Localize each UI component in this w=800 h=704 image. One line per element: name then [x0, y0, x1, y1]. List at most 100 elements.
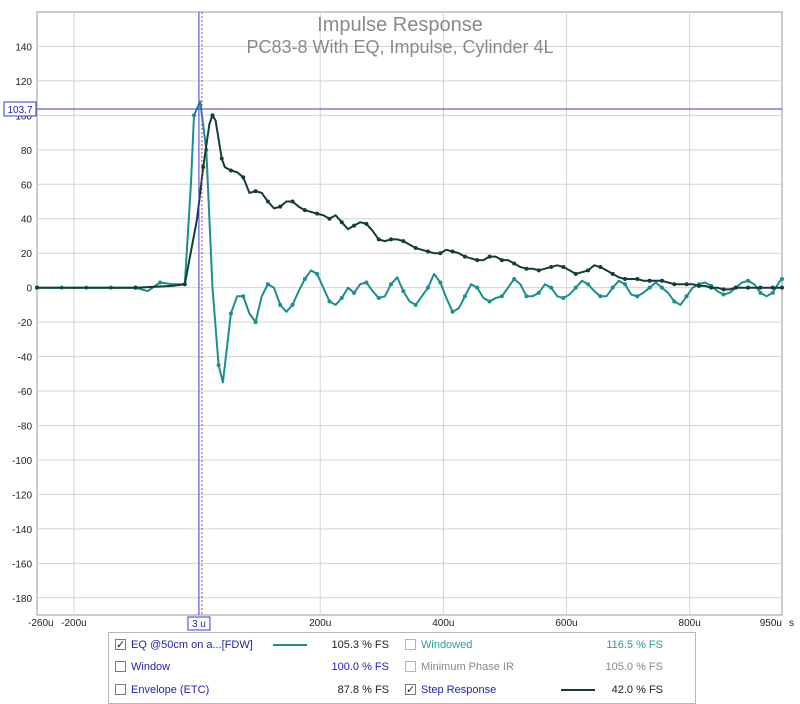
series-point	[475, 258, 480, 263]
series-point	[499, 294, 504, 299]
y-tick-label: 140	[15, 42, 32, 53]
series-point	[499, 258, 504, 263]
x-tick-label: 200u	[309, 618, 331, 629]
series-point	[389, 282, 394, 287]
series-point	[219, 156, 224, 161]
envelope-checkbox[interactable]	[115, 684, 126, 695]
legend-value-step: 42.0 % FS	[611, 684, 663, 696]
series-point	[536, 290, 541, 295]
series-point	[780, 277, 784, 282]
series-point	[450, 309, 455, 314]
series-point	[709, 285, 714, 290]
step-checkbox[interactable]	[405, 681, 416, 699]
legend-swatch-step	[561, 689, 595, 691]
series-point	[413, 302, 418, 307]
series-point	[561, 264, 566, 269]
cursor-y-label: 103.7	[7, 105, 32, 116]
series-point	[265, 282, 270, 287]
series-point	[339, 220, 344, 225]
series-point	[210, 113, 215, 118]
series-point	[696, 283, 701, 288]
series-point	[586, 268, 591, 273]
series-point	[684, 282, 689, 287]
series-point	[647, 278, 652, 283]
x-tick-label: -260u	[28, 618, 54, 629]
series-point	[487, 254, 492, 259]
legend-row-min-phase[interactable]: Minimum Phase IR 105.0 % FS	[405, 658, 663, 676]
legend-row-eq[interactable]: EQ @50cm on a...[FDW] 105.3 % FS	[115, 636, 395, 654]
chart-subtitle: PC83-8 With EQ, Impulse, Cylinder 4L	[246, 37, 553, 57]
x-tick-label: 800u	[679, 618, 701, 629]
series-point	[315, 211, 320, 216]
series-point	[302, 277, 307, 282]
series-point	[425, 285, 430, 290]
cursor-x-label: 3 u	[192, 619, 206, 630]
series-point	[364, 280, 369, 285]
series-point	[610, 271, 615, 276]
x-tick-label: 600u	[555, 618, 577, 629]
series-point	[758, 285, 763, 290]
series-point	[339, 295, 344, 300]
series-point	[450, 249, 455, 254]
window-checkbox[interactable]	[115, 661, 126, 672]
eq-checkbox[interactable]	[115, 636, 126, 654]
series-point	[315, 271, 320, 276]
legend-label-envelope: Envelope (ETC)	[131, 684, 210, 696]
series-point	[721, 292, 726, 297]
legend-row-windowed[interactable]: Windowed 116.5 % FS	[405, 636, 663, 654]
min-phase-checkbox[interactable]	[405, 661, 416, 672]
legend-value-envelope: 87.8 % FS	[337, 684, 389, 696]
series-point	[241, 175, 246, 180]
series-point	[586, 282, 591, 287]
legend-row-window[interactable]: Window 100.0 % FS	[115, 658, 395, 676]
series-point	[290, 199, 295, 204]
legend-value-eq: 105.3 % FS	[331, 639, 389, 651]
series-point	[278, 204, 283, 209]
series-point	[487, 299, 492, 304]
series-point	[758, 290, 763, 295]
legend-row-step[interactable]: Step Response 42.0 % FS	[405, 681, 663, 699]
series-point	[512, 277, 517, 282]
series-point	[635, 277, 640, 282]
series-point	[659, 285, 664, 290]
series-line-step	[37, 114, 782, 291]
series-point	[536, 268, 541, 273]
legend-row-envelope[interactable]: Envelope (ETC) 87.8 % FS	[115, 681, 395, 699]
series-point	[610, 285, 615, 290]
series-point	[278, 302, 283, 307]
series-point	[376, 295, 381, 300]
series-point	[352, 223, 357, 228]
y-tick-label: -140	[12, 525, 32, 536]
series-point	[182, 282, 187, 287]
series-point	[598, 294, 603, 299]
series-point	[133, 285, 138, 290]
legend-panel: EQ @50cm on a...[FDW] 105.3 % FS Windowe…	[108, 632, 696, 704]
legend-label-eq: EQ @50cm on a...[FDW]	[131, 639, 253, 651]
legend-label-windowed: Windowed	[421, 639, 473, 651]
series-point	[364, 221, 369, 226]
legend-value-window: 100.0 % FS	[331, 661, 389, 673]
series-point	[746, 285, 751, 290]
series-point	[524, 266, 529, 271]
impulse-response-chart: 140 120 100 80 60 40 20 0 -20 -40 -60 -80 -100 -120 -1…	[3, 11, 794, 631]
series-point	[524, 294, 529, 299]
series-point	[216, 363, 221, 368]
series-point	[733, 285, 738, 290]
series-point	[684, 294, 689, 299]
series-point	[622, 282, 627, 287]
y-tick-label: -40	[18, 353, 33, 364]
windowed-checkbox[interactable]	[405, 639, 416, 650]
series-point	[549, 285, 554, 290]
y-tick-label: -180	[12, 594, 32, 605]
series-point	[241, 294, 246, 299]
series-point	[672, 299, 677, 304]
series-point	[401, 239, 406, 244]
y-tick-label: -160	[12, 559, 32, 570]
series-point	[401, 289, 406, 294]
series-point	[352, 290, 357, 295]
series-point	[475, 285, 480, 290]
series-point	[290, 302, 295, 307]
series-point	[462, 254, 467, 259]
series-point	[672, 282, 677, 287]
series-line-eq	[37, 100, 783, 384]
